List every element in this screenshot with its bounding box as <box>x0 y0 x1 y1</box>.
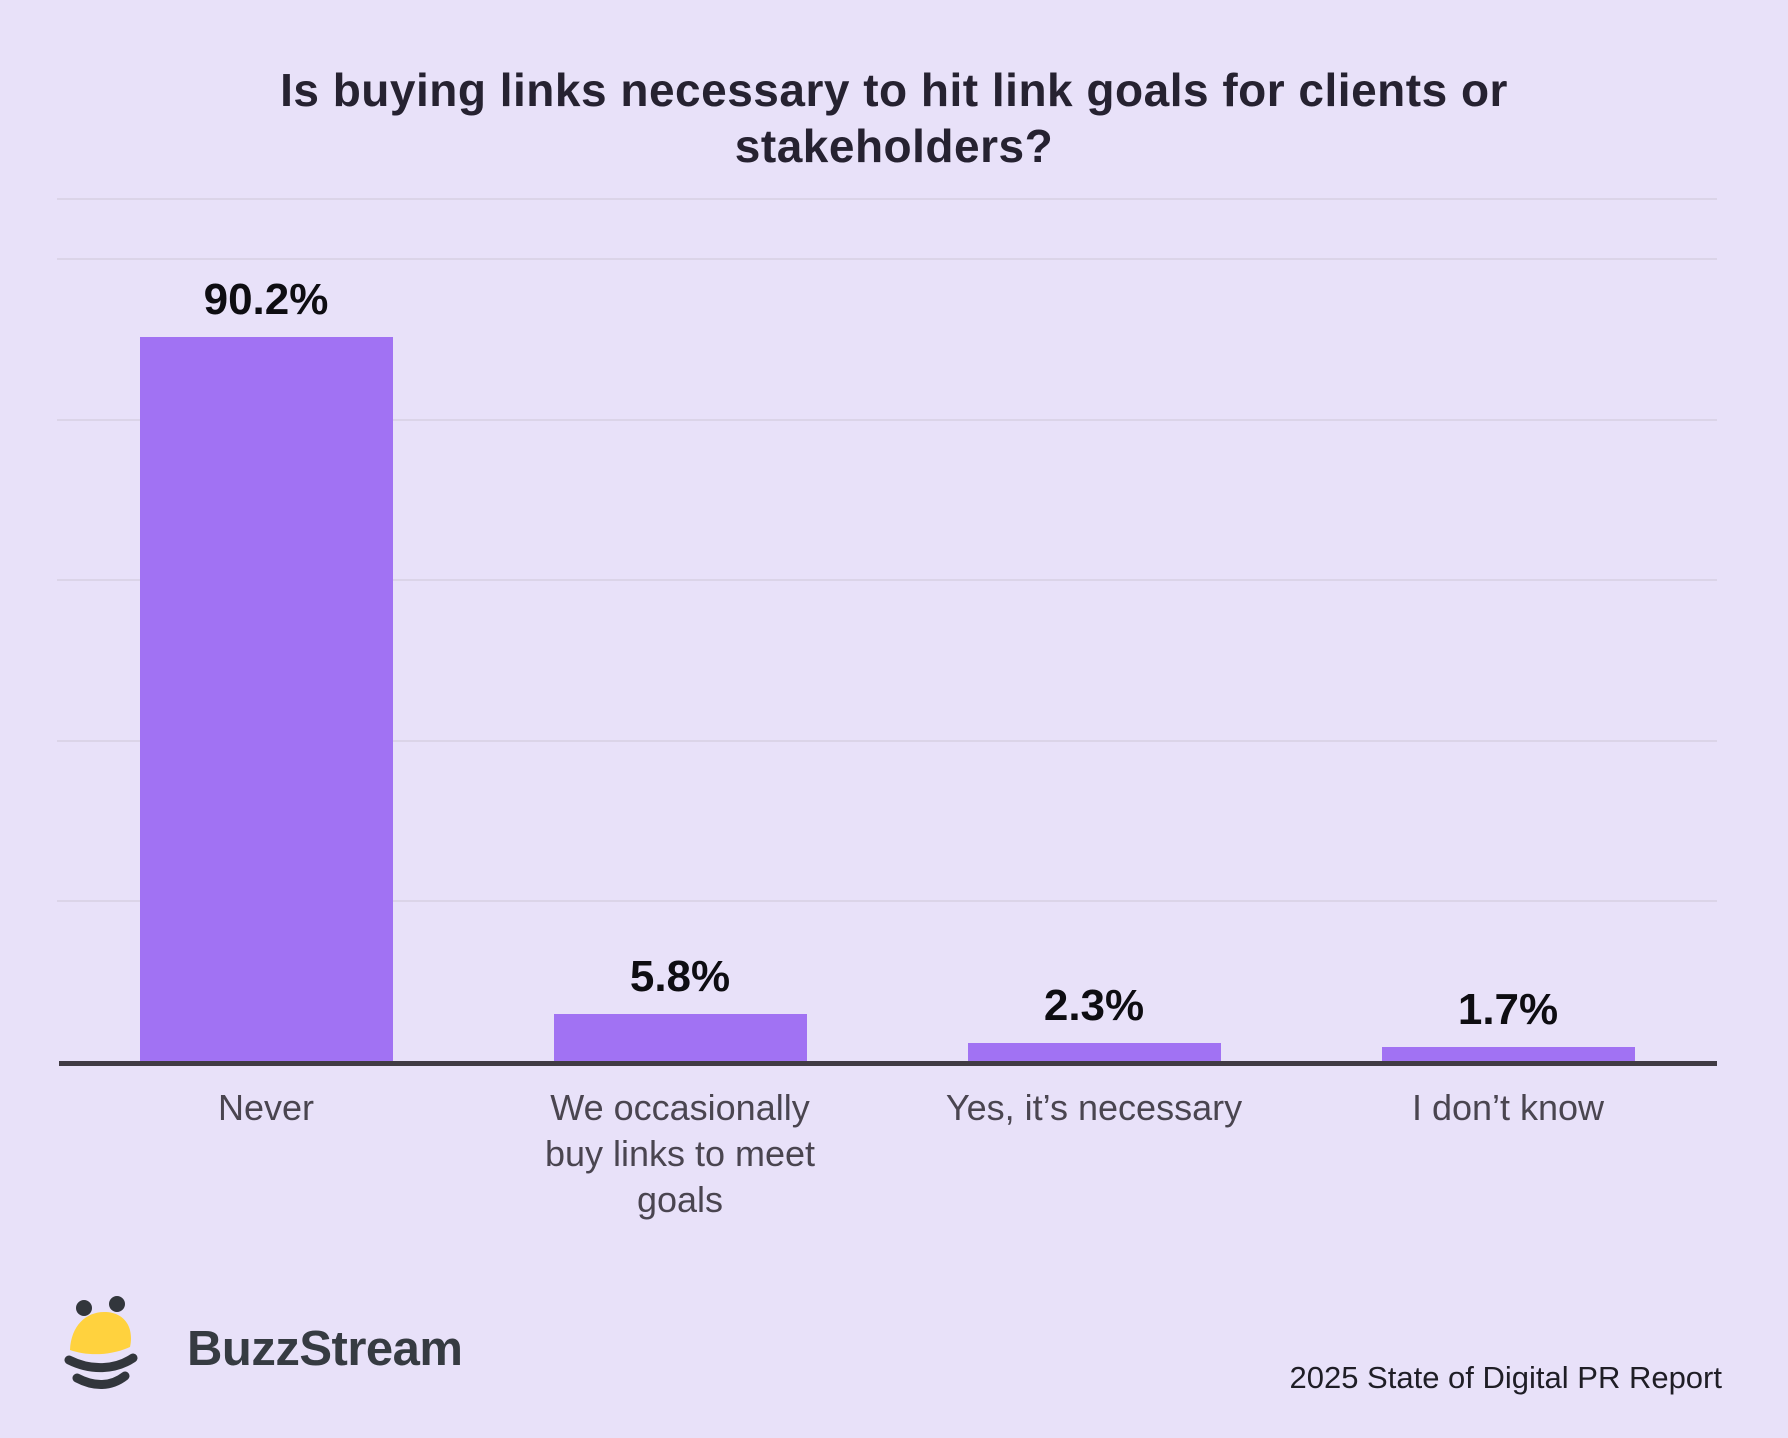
bar-i-don-t-know <box>1381 1047 1635 1061</box>
bar-yes-it-s-necessary <box>967 1042 1221 1061</box>
value-label-yes-it-s-necessary: 2.3% <box>1043 980 1145 1030</box>
gridline-100 <box>57 258 1717 261</box>
category-label-i-don-t-know: I don’t know <box>1411 1087 1605 1128</box>
category-label-yes-it-s-necessary: Yes, it’s necessary <box>945 1087 1243 1128</box>
brand-logo: BuzzStream <box>63 1295 463 1403</box>
category-label-never: Never <box>217 1087 315 1128</box>
bar-we-occasionally-buy-links-to-meet-goals <box>553 1014 807 1061</box>
plot-area: 90.2% 5.8% 2.3% 1.7% <box>57 198 1717 1066</box>
gridline-107.5 <box>57 198 1717 200</box>
gridline-40 <box>57 739 1717 742</box>
bee-icon <box>64 1296 138 1389</box>
report-attribution: 2025 State of Digital PR Report <box>1289 1360 1722 1395</box>
category-axis-labels: Never We occasionally buy links to meet g… <box>57 1085 1717 1285</box>
gridline-20 <box>57 900 1717 903</box>
x-axis-line <box>59 1061 1717 1066</box>
gridline-80 <box>57 418 1717 421</box>
chart-title: Is buying links necessary to hit link go… <box>280 64 1508 173</box>
bar-never <box>139 336 393 1061</box>
value-label-we-occasionally-buy-links-to-meet-goals: 5.8% <box>629 952 731 1002</box>
category-label-we-occasionally-buy-links-to-meet-goals: We occasionally buy links to meet goals <box>544 1087 816 1221</box>
brand-name: BuzzStream <box>187 1322 463 1376</box>
gridline-60 <box>57 579 1717 582</box>
value-label-never: 90.2% <box>203 274 329 324</box>
value-label-i-don-t-know: 1.7% <box>1457 985 1559 1035</box>
